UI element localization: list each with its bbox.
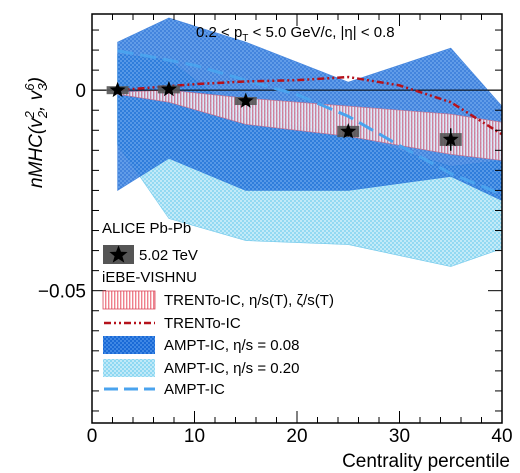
alice-data-point: [237, 92, 254, 108]
legend-label-trento-line: TRENTo-IC: [164, 315, 241, 332]
legend-experiment-header: ALICE Pb-Pb: [102, 220, 191, 237]
model-bands: [117, 17, 503, 267]
x-tick-label: 40: [491, 426, 512, 447]
x-tick-label: 10: [184, 426, 205, 447]
y-tick-label: −0.05: [38, 282, 86, 303]
legend-alice-star: [109, 245, 128, 263]
alice-data-point: [340, 123, 357, 139]
legend-label-ampt020: AMPT-IC, η/s = 0.20: [164, 360, 299, 377]
x-tick-label: 30: [389, 426, 410, 447]
alice-data-point: [160, 80, 177, 97]
legend-swatch-ampt008: [103, 336, 155, 354]
legend-label-trento-band: TRENTo-IC, η/s(T), ζ/s(T): [164, 292, 334, 309]
tick-labels: 0 10 20 30 40 0 −0.05: [38, 81, 513, 447]
legend-label-ampt-line: AMPT-IC: [164, 381, 225, 398]
legend-label-ampt008: AMPT-IC, η/s = 0.08: [164, 337, 299, 354]
legend-model-header: iEBE-VISHNU: [102, 269, 197, 286]
x-tick-label: 0: [87, 426, 98, 447]
alice-data-point: [442, 131, 459, 147]
legend-swatch-ampt020: [103, 359, 155, 377]
legend-swatch-trento-band: [102, 290, 156, 310]
data-points: [106, 80, 462, 151]
y-tick-label: 0: [75, 81, 86, 102]
x-tick-label: 20: [286, 426, 307, 447]
y-axis-label: nMHC(v22, v63): [22, 77, 50, 188]
legend-experiment-entry: 5.02 TeV: [139, 247, 198, 264]
alice-data-point: [109, 81, 126, 98]
legend: ALICE Pb-Pb 5.02 TeV iEBE-VISHNU TRENTo-…: [102, 220, 334, 398]
x-axis-label: Centrality percentile: [342, 451, 510, 472]
plot-title: 0.2 < pT < 5.0 GeV/c, |η| < 0.8: [196, 24, 395, 44]
line-ampt-ic: [117, 49, 503, 196]
